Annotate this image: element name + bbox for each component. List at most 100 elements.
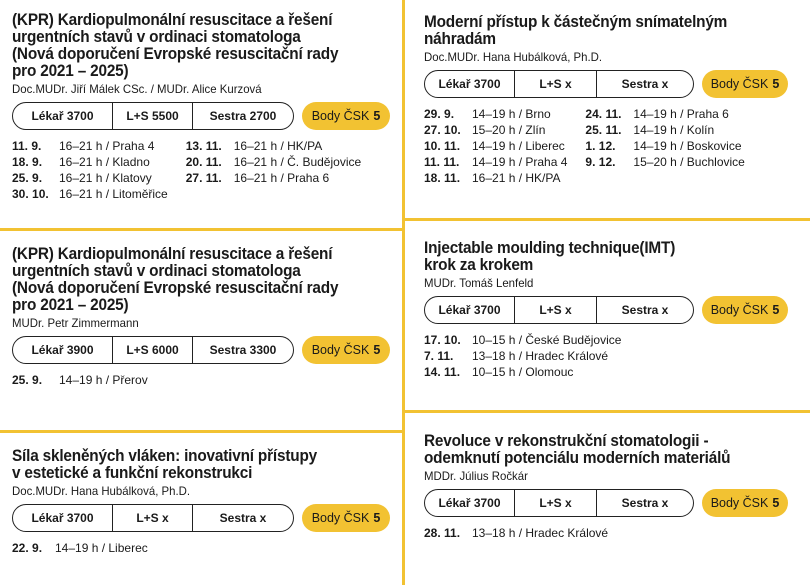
price-doctor: Lékař 3700 bbox=[425, 490, 515, 516]
title-line: Injectable moulding technique(IMT) bbox=[424, 239, 676, 257]
price-row: Lékař 3700 L+S x Sestra x Body ČSK 5 bbox=[12, 504, 390, 532]
title-line: v estetické a funkční rekonstrukci bbox=[12, 464, 253, 482]
time-location: 16–21 h / Č. Budějovice bbox=[233, 155, 362, 169]
points-badge: Body ČSK 5 bbox=[702, 70, 788, 98]
course-card: Moderní přístup k částečným snímatelným … bbox=[424, 14, 788, 186]
time-location: 14–19 h / Přerov bbox=[59, 373, 148, 387]
date-column: 29. 9. 14–19 h / Brno 27. 10. 15–20 h / Zlí… bbox=[424, 106, 567, 186]
price-pill: Lékař 3700 L+S x Sestra x bbox=[424, 296, 694, 324]
price-nurse: Sestra 3300 bbox=[209, 343, 277, 357]
points-badge: Body ČSK 5 bbox=[702, 296, 788, 324]
price-pill: Lékař 3700 L+S x Sestra x bbox=[12, 504, 294, 532]
points-label: Body ČSK bbox=[311, 343, 370, 357]
date-row: 17. 10. 10–15 h / České Budějovice bbox=[424, 332, 621, 348]
title-line: (KPR) Kardiopulmonální resuscitace a řeš… bbox=[12, 11, 333, 29]
points-badge: Body ČSK 5 bbox=[702, 489, 788, 517]
date-column: 17. 10. 10–15 h / České Budějovice 7. 11. 1… bbox=[424, 332, 621, 380]
date: 24. 11. bbox=[585, 107, 622, 121]
date: 9. 12. bbox=[585, 155, 616, 169]
points-value: 5 bbox=[772, 77, 780, 91]
points-badge: Body ČSK 5 bbox=[302, 504, 390, 532]
date-row: 1. 12. 14–19 h / Boskovice bbox=[585, 138, 744, 154]
date-row: 10. 11. 14–19 h / Liberec bbox=[424, 138, 567, 154]
price-doctor-nurse: L+S x bbox=[515, 71, 597, 97]
price-doctor-nurse: L+S x bbox=[113, 505, 193, 531]
date: 14. 11. bbox=[424, 365, 461, 379]
points-value: 5 bbox=[373, 511, 381, 525]
course-title: Síla skleněných vláken: inovativní příst… bbox=[12, 448, 364, 482]
price-nurse: Sestra x bbox=[219, 511, 267, 525]
date: 22. 9. bbox=[12, 541, 43, 555]
date-row: 25. 11. 14–19 h / Kolín bbox=[585, 122, 744, 138]
title-line: Moderní přístup k částečným snímatelným bbox=[424, 13, 728, 31]
price-doctor: Lékař 3700 bbox=[425, 71, 515, 97]
lecturer: Doc.MUDr. Jiří Málek CSc. / MUDr. Alice … bbox=[12, 82, 262, 96]
price-nurse: Sestra 2700 bbox=[209, 109, 277, 123]
title-line: (Nová doporučení Evropské resuscitační r… bbox=[12, 279, 339, 297]
price-pill: Lékař 3700 L+S x Sestra x bbox=[424, 70, 694, 98]
course-title: (KPR) Kardiopulmonální resuscitace a řeš… bbox=[12, 246, 364, 314]
lecturer: Doc.MUDr. Hana Hubálková, Ph.D. bbox=[12, 484, 191, 498]
time-location: 10–15 h / Olomouc bbox=[472, 365, 574, 379]
date-row: 20. 11. 16–21 h / Č. Budějovice bbox=[186, 154, 361, 170]
date: 11. 9. bbox=[12, 139, 42, 153]
section-divider bbox=[0, 430, 402, 433]
price-row: Lékař 3700 L+S 5500 Sestra 2700 Body ČSK… bbox=[12, 102, 390, 130]
date: 1. 12. bbox=[585, 139, 616, 153]
course-card: Injectable moulding technique(IMT) krok … bbox=[424, 240, 788, 380]
points-label: Body ČSK bbox=[311, 109, 370, 123]
date: 27. 11. bbox=[185, 171, 222, 185]
date: 11. 11. bbox=[424, 155, 460, 169]
title-line: náhradám bbox=[424, 30, 496, 48]
date: 27. 10. bbox=[424, 123, 461, 137]
date-column: 24. 11. 14–19 h / Praha 6 25. 11. 14–19 h /… bbox=[585, 106, 744, 186]
course-card: Revoluce v rekonstrukční stomatologii - … bbox=[424, 433, 788, 541]
time-location: 16–21 h / HK/PA bbox=[233, 139, 323, 153]
time-location: 14–19 h / Liberec bbox=[55, 541, 148, 555]
course-title: Moderní přístup k částečným snímatelným … bbox=[424, 14, 763, 48]
points-label: Body ČSK bbox=[311, 511, 370, 525]
points-value: 5 bbox=[373, 343, 381, 357]
lecturer: MDDr. Július Ročkár bbox=[424, 469, 528, 483]
date-row: 22. 9. 14–19 h / Liberec bbox=[12, 540, 148, 556]
time-location: 10–15 h / České Budějovice bbox=[472, 333, 622, 347]
price-nurse: Sestra x bbox=[621, 496, 669, 510]
time-location: 13–18 h / Hradec Králové bbox=[472, 526, 609, 540]
title-line: pro 2021 – 2025) bbox=[12, 296, 129, 314]
date-row: 25. 9. 16–21 h / Klatovy bbox=[12, 170, 168, 186]
date: 30. 10. bbox=[12, 187, 49, 201]
lecturer: MUDr. Petr Zimmermann bbox=[12, 316, 139, 330]
date: 29. 9. bbox=[424, 107, 455, 121]
price-pill: Lékař 3700 L+S x Sestra x bbox=[424, 489, 694, 517]
price-doctor-nurse: L+S 5500 bbox=[113, 103, 193, 129]
points-label: Body ČSK bbox=[710, 77, 769, 91]
date-row: 30. 10. 16–21 h / Litoměřice bbox=[12, 186, 168, 202]
time-location: 14–19 h / Praha 6 bbox=[633, 107, 729, 121]
title-line: Síla skleněných vláken: inovativní příst… bbox=[12, 447, 317, 465]
date-list: 29. 9. 14–19 h / Brno 27. 10. 15–20 h / Zlí… bbox=[424, 106, 788, 186]
time-location: 13–18 h / Hradec Králové bbox=[472, 349, 609, 363]
lecturer: Doc.MUDr. Hana Hubálková, Ph.D. bbox=[424, 50, 603, 64]
points-value: 5 bbox=[772, 303, 780, 317]
title-line: krok za krokem bbox=[424, 256, 534, 274]
time-location: 14–19 h / Liberec bbox=[472, 139, 565, 153]
date-row: 13. 11. 16–21 h / HK/PA bbox=[186, 138, 361, 154]
time-location: 16–21 h / Praha 4 bbox=[59, 139, 155, 153]
title-line: pro 2021 – 2025) bbox=[12, 62, 129, 80]
section-divider bbox=[0, 228, 402, 231]
date-column: 13. 11. 16–21 h / HK/PA 20. 11. 16–21 h / Č… bbox=[186, 138, 361, 202]
date-row: 9. 12. 15–20 h / Buchlovice bbox=[585, 154, 744, 170]
title-line: urgentních stavů v ordinaci stomatologa bbox=[12, 28, 301, 46]
points-badge: Body ČSK 5 bbox=[302, 102, 390, 130]
date: 17. 10. bbox=[424, 333, 461, 347]
date: 25. 9. bbox=[12, 373, 43, 387]
date: 25. 9. bbox=[12, 171, 43, 185]
time-location: 16–21 h / Klatovy bbox=[59, 171, 152, 185]
price-row: Lékař 3700 L+S x Sestra x Body ČSK 5 bbox=[424, 70, 788, 98]
date-list: 11. 9. 16–21 h / Praha 4 18. 9. 16–21 h / K… bbox=[12, 138, 390, 202]
date-list: 28. 11. 13–18 h / Hradec Králové bbox=[424, 525, 788, 541]
points-badge: Body ČSK 5 bbox=[302, 336, 390, 364]
points-label: Body ČSK bbox=[710, 303, 769, 317]
date-column: 22. 9. 14–19 h / Liberec bbox=[12, 540, 148, 556]
date-row: 27. 11. 16–21 h / Praha 6 bbox=[186, 170, 361, 186]
